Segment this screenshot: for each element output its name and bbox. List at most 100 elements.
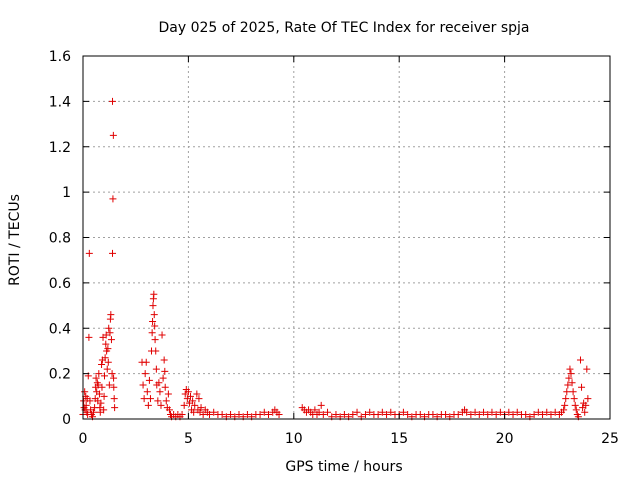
data-point <box>570 395 578 403</box>
data-point <box>243 410 251 418</box>
y-tick-label: 0.2 <box>49 367 71 383</box>
data-point <box>565 374 573 382</box>
data-point <box>496 408 504 416</box>
x-tick-label: 20 <box>496 431 514 447</box>
data-point <box>561 401 569 409</box>
data-point <box>584 395 592 403</box>
data-point <box>387 408 395 416</box>
data-point <box>190 408 198 416</box>
data-point <box>152 365 160 373</box>
data-point <box>317 401 325 409</box>
grid-lines <box>83 56 610 419</box>
chart-title: Day 025 of 2025, Rate Of TEC Index for r… <box>158 20 529 36</box>
data-point <box>509 410 517 418</box>
data-point <box>82 401 90 409</box>
data-point <box>582 401 590 409</box>
data-point <box>567 370 575 378</box>
x-axis-label: GPS time / hours <box>285 459 402 475</box>
y-tick-label: 1 <box>62 185 71 201</box>
data-point <box>578 383 586 391</box>
data-point <box>197 404 205 412</box>
data-point <box>366 408 374 416</box>
data-point <box>189 397 197 405</box>
data-point <box>205 410 213 418</box>
data-point <box>150 311 158 319</box>
data-point <box>139 381 147 389</box>
data-point <box>564 381 572 389</box>
data-point <box>571 401 579 409</box>
y-axis-label: ROTI / TECUs <box>7 194 23 286</box>
data-point <box>85 333 93 341</box>
data-point <box>107 336 115 344</box>
data-points <box>79 97 592 421</box>
data-point <box>156 388 164 396</box>
data-point <box>199 410 207 418</box>
data-point <box>547 410 555 418</box>
data-point <box>383 410 391 418</box>
data-point <box>149 317 157 325</box>
data-point <box>353 408 361 416</box>
data-point <box>95 390 103 398</box>
data-point <box>162 397 170 405</box>
data-point <box>152 347 160 355</box>
data-point <box>109 131 117 139</box>
data-point <box>256 410 264 418</box>
data-point <box>463 408 471 416</box>
data-point <box>160 356 168 364</box>
data-point <box>399 408 407 416</box>
y-tick-label: 0.6 <box>49 276 71 292</box>
data-point <box>568 379 576 387</box>
data-point <box>145 376 153 384</box>
data-point <box>148 329 156 337</box>
x-tick-label: 25 <box>601 431 619 447</box>
data-point <box>184 388 192 396</box>
data-point <box>505 408 513 416</box>
data-point <box>178 410 186 418</box>
data-point <box>218 410 226 418</box>
data-point <box>151 322 159 330</box>
data-point <box>404 410 412 418</box>
data-point <box>235 410 243 418</box>
data-point <box>191 401 199 409</box>
data-point <box>141 370 149 378</box>
data-point <box>109 97 117 105</box>
data-point <box>94 381 102 389</box>
y-tick-label: 1.6 <box>49 49 71 65</box>
x-tick-label: 0 <box>79 431 88 447</box>
data-point <box>349 410 357 418</box>
data-point <box>101 372 109 380</box>
data-point <box>158 331 166 339</box>
x-tick-label: 10 <box>285 431 303 447</box>
data-point <box>109 249 117 257</box>
data-point <box>560 406 568 414</box>
data-point <box>146 395 154 403</box>
data-point <box>103 365 111 373</box>
data-point <box>150 290 158 298</box>
data-point <box>159 374 167 382</box>
y-tick-label: 0 <box>62 412 71 428</box>
data-point <box>90 408 98 416</box>
y-tick-label: 1.4 <box>49 94 71 110</box>
data-point <box>265 410 273 418</box>
data-point <box>492 410 500 418</box>
data-point <box>488 408 496 416</box>
data-point <box>107 311 115 319</box>
data-point <box>361 410 369 418</box>
data-point <box>576 356 584 364</box>
data-point <box>562 395 570 403</box>
data-point <box>98 361 106 369</box>
data-point <box>513 408 521 416</box>
data-point <box>101 354 109 362</box>
data-point <box>275 410 283 418</box>
data-point <box>572 406 580 414</box>
data-point <box>100 406 108 414</box>
data-point <box>416 410 424 418</box>
data-point <box>102 331 110 339</box>
data-point <box>140 395 148 403</box>
data-point <box>340 410 348 418</box>
data-point <box>164 390 172 398</box>
data-point <box>161 367 169 375</box>
data-point <box>80 397 88 405</box>
data-point <box>581 408 589 416</box>
